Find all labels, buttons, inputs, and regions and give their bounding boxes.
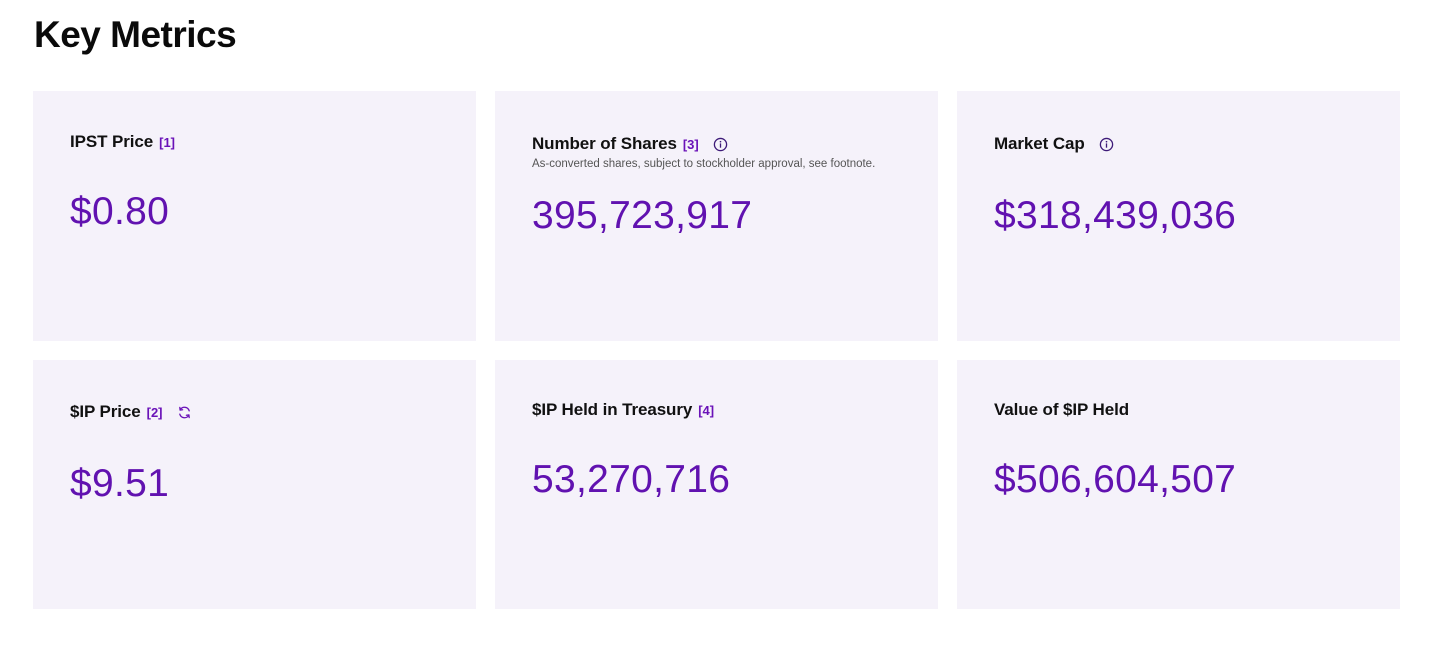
card-header: Number of Shares [3]: [532, 134, 918, 154]
card-label: Value of $IP Held: [994, 400, 1129, 419]
card-subtitle: As-converted shares, subject to stockhol…: [532, 158, 876, 170]
metrics-grid: IPST Price [1] $0.80 Number of Shares [3…: [33, 91, 1400, 609]
info-icon[interactable]: [713, 137, 728, 152]
card-value: $318,439,036: [994, 194, 1237, 237]
footnote-link[interactable]: [4]: [698, 402, 715, 418]
page-title: Key Metrics: [34, 14, 237, 55]
card-value: 395,723,917: [532, 194, 753, 237]
card-header: Value of $IP Held: [994, 400, 1380, 420]
card-label: $IP Held in Treasury: [532, 400, 693, 419]
card-value: 53,270,716: [532, 458, 731, 501]
footnote-link[interactable]: [3]: [682, 136, 699, 152]
card-header: IPST Price [1]: [70, 132, 456, 152]
card-label: IPST Price: [70, 132, 154, 151]
metric-card-value-of-ip-held: Value of $IP Held $506,604,507: [957, 360, 1400, 609]
metric-card-number-of-shares: Number of Shares [3] As-converted shares…: [495, 91, 938, 341]
card-header: $IP Held in Treasury [4]: [532, 400, 918, 420]
card-label: Market Cap: [994, 134, 1085, 153]
card-label: Number of Shares: [532, 134, 677, 153]
footnote-link[interactable]: [2]: [146, 404, 163, 420]
refresh-icon[interactable]: [177, 405, 192, 420]
footnote-link[interactable]: [1]: [159, 134, 175, 150]
card-value: $9.51: [70, 462, 170, 505]
card-header: Market Cap: [994, 134, 1380, 154]
card-header: $IP Price [2]: [70, 402, 456, 422]
metric-card-ip-held-in-treasury: $IP Held in Treasury [4] 53,270,716: [495, 360, 938, 609]
card-value: $0.80: [70, 190, 170, 233]
metric-card-market-cap: Market Cap $318,439,036: [957, 91, 1400, 341]
metric-card-ipst-price: IPST Price [1] $0.80: [33, 91, 476, 341]
card-value: $506,604,507: [994, 458, 1237, 501]
info-icon[interactable]: [1099, 137, 1114, 152]
card-label: $IP Price: [70, 402, 141, 421]
metric-card-ip-price: $IP Price [2] $9.51: [33, 360, 476, 609]
